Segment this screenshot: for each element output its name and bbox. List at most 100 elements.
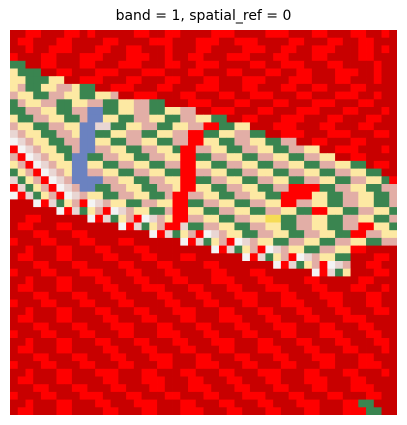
heatmap-cell — [311, 384, 320, 393]
heatmap-cell — [288, 137, 297, 146]
heatmap-cell — [149, 314, 158, 323]
heatmap-cell — [110, 245, 119, 254]
heatmap-cell — [71, 261, 81, 270]
heatmap-cell — [311, 222, 320, 231]
heatmap-cell — [273, 83, 282, 92]
heatmap-cell — [195, 91, 204, 100]
heatmap-cell — [87, 199, 96, 208]
heatmap-cell — [203, 160, 212, 169]
heatmap-cell — [149, 130, 158, 139]
heatmap-cell — [273, 160, 282, 169]
heatmap-cell — [218, 191, 228, 200]
heatmap-cell — [311, 83, 320, 92]
heatmap-cell — [87, 83, 96, 92]
heatmap-cell — [40, 230, 50, 239]
heatmap-cell — [95, 353, 104, 362]
heatmap-cell — [203, 76, 212, 85]
heatmap-cell — [273, 314, 282, 323]
heatmap-cell — [149, 230, 158, 239]
heatmap-cell — [319, 284, 328, 293]
heatmap-cell — [296, 130, 305, 139]
heatmap-cell — [335, 207, 344, 216]
heatmap-cell — [265, 230, 274, 239]
heatmap-cell — [366, 338, 375, 347]
heatmap-cell — [79, 222, 88, 231]
heatmap-cell — [265, 68, 274, 77]
heatmap-cell — [17, 176, 26, 185]
heatmap-cell — [226, 160, 235, 169]
heatmap-cell — [389, 145, 397, 154]
heatmap-cell — [335, 60, 344, 69]
heatmap-cell — [87, 160, 96, 169]
heatmap-cell — [195, 137, 204, 146]
heatmap-cell — [195, 83, 204, 92]
heatmap-cell — [226, 276, 235, 285]
heatmap-cell — [17, 307, 26, 316]
heatmap-cell — [249, 399, 259, 408]
heatmap-cell — [226, 230, 235, 239]
heatmap-cell — [180, 299, 189, 308]
heatmap-cell — [265, 53, 274, 62]
heatmap-cell — [211, 253, 220, 262]
heatmap-cell — [342, 222, 351, 231]
heatmap-cell — [133, 176, 142, 185]
heatmap-cell — [172, 153, 181, 162]
heatmap-cell — [95, 237, 104, 246]
heatmap-cell — [10, 184, 19, 193]
heatmap-cell — [226, 45, 235, 54]
heatmap-cell — [133, 45, 142, 54]
heatmap-cell — [288, 37, 297, 46]
heatmap-cell — [389, 230, 397, 239]
heatmap-cell — [296, 168, 305, 177]
heatmap-cell — [17, 168, 26, 177]
heatmap-cell — [358, 284, 367, 293]
heatmap-cell — [188, 60, 197, 69]
heatmap-cell — [87, 361, 96, 370]
heatmap-cell — [17, 107, 26, 116]
heatmap-cell — [218, 99, 228, 108]
heatmap-cell — [335, 168, 344, 177]
heatmap-cell — [149, 391, 158, 400]
heatmap-cell — [389, 107, 397, 116]
heatmap-cell — [48, 391, 57, 400]
heatmap-cell — [164, 222, 173, 231]
heatmap-cell — [149, 60, 158, 69]
heatmap-cell — [10, 76, 19, 85]
heatmap-cell — [218, 391, 228, 400]
heatmap-cell — [172, 261, 181, 270]
heatmap-cell — [389, 184, 397, 193]
heatmap-cell — [64, 399, 73, 408]
heatmap-cell — [342, 253, 351, 262]
heatmap-cell — [280, 338, 290, 347]
heatmap-cell — [164, 176, 173, 185]
heatmap-cell — [149, 284, 158, 293]
heatmap-cell — [118, 114, 127, 123]
heatmap-cell — [226, 338, 235, 347]
heatmap-cell — [350, 176, 359, 185]
heatmap-cell — [79, 230, 88, 239]
heatmap-cell — [203, 130, 212, 139]
heatmap-cell — [48, 384, 57, 393]
heatmap-cell — [10, 176, 19, 185]
heatmap-cell — [389, 222, 397, 231]
heatmap-cell — [319, 384, 328, 393]
heatmap-cell — [373, 99, 382, 108]
heatmap-cell — [40, 114, 50, 123]
heatmap-cell — [118, 153, 127, 162]
heatmap-cell — [95, 330, 104, 339]
heatmap-cell — [157, 214, 166, 223]
heatmap-cell — [87, 276, 96, 285]
heatmap-cell — [304, 376, 313, 385]
heatmap-cell — [40, 399, 50, 408]
heatmap-cell — [87, 268, 96, 277]
heatmap-cell — [164, 76, 173, 85]
heatmap-cell — [242, 261, 251, 270]
heatmap-cell — [25, 314, 34, 323]
heatmap-cell — [327, 322, 336, 331]
heatmap-cell — [335, 122, 344, 131]
heatmap-cell — [110, 153, 119, 162]
heatmap-cell — [249, 361, 259, 370]
heatmap-cell — [242, 345, 251, 354]
heatmap-cell — [265, 30, 274, 39]
heatmap-cell — [366, 114, 375, 123]
